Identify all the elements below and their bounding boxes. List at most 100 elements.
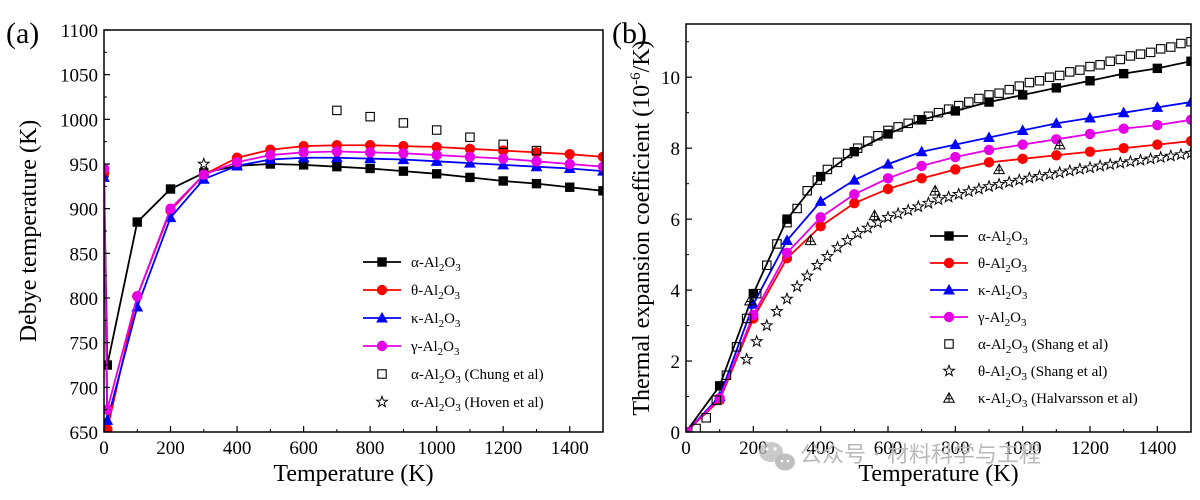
chart-b-series-3-point-14 xyxy=(1152,119,1163,131)
chart-b-series-5-point-28 xyxy=(1022,170,1037,184)
chart-b-xtick-label-6: 1200 xyxy=(1071,438,1109,459)
chart-b-legend-text-1-sub2: 3 xyxy=(1022,263,1028,275)
chart-b-series-5-point-6 xyxy=(800,268,815,282)
chart-b-legend-text-3-sub2: 3 xyxy=(1021,317,1027,329)
chart-b-legend-text-4-c: (Shang et al) xyxy=(1028,337,1108,353)
chart-a-legend-text-2-a: κ-Al xyxy=(411,311,439,327)
chart-a-xtick-label-0: 0 xyxy=(99,438,109,459)
chart-b-series-3-point-1 xyxy=(714,393,725,404)
chart-a-series-3-point-4 xyxy=(198,169,210,180)
chart-b-series-5-point-3 xyxy=(770,304,784,318)
chart-b-series-2-point-5 xyxy=(848,174,861,185)
chart-a-legend-marker-5 xyxy=(375,394,389,408)
chart-b-series-1-point-9 xyxy=(983,157,995,168)
chart-a-plot-area xyxy=(104,105,603,432)
chart-b-series-5-point-7 xyxy=(810,258,825,272)
chart-b-legend-text-4-b: O xyxy=(1011,337,1022,353)
wechat-icon-bubble-small xyxy=(775,453,795,471)
chart-b-series-0-point-15 xyxy=(1186,56,1191,66)
chart-b-series-4-point-44 xyxy=(1135,49,1146,59)
chart-panel-b: 0 200 400 600 800 1000 1200 14000246810Temperat… xyxy=(612,17,1192,487)
chart-a-series-3-point-5 xyxy=(231,157,243,168)
chart-b-legend-text-6-b: O xyxy=(1011,391,1022,407)
chart-a-series-0-point-15 xyxy=(565,182,575,192)
chart-a-ytick-label-3: 800 xyxy=(70,289,99,310)
chart-b-ylabel-sup: -6 xyxy=(628,72,644,85)
wechat-icon-eye-2 xyxy=(773,447,777,451)
chart-a-series-4-point-3 xyxy=(431,125,442,135)
chart-b-legend-text-1-b: O xyxy=(1011,256,1022,272)
chart-b-series-5-point-41 xyxy=(1153,150,1168,164)
chart-b-legend-text-2-b: O xyxy=(1011,283,1022,299)
chart-b-legend-text-6-sub2: 3 xyxy=(1022,398,1028,410)
watermark-text: 公众号 · 材料科学与工程 xyxy=(800,443,1041,468)
chart-a-legend-text-4-a: α-Al xyxy=(411,367,439,383)
wechat-icon-eye-3 xyxy=(780,459,784,463)
chart-b-series-5-point-31 xyxy=(1052,165,1067,179)
chart-b-series-2-point-9 xyxy=(983,131,995,143)
chart-b-series-4-point-28 xyxy=(974,93,984,104)
chart-a-series-3-point-6 xyxy=(265,149,276,161)
chart-b-series-5-point-9 xyxy=(830,240,845,254)
chart-b-series-5-point-19 xyxy=(931,192,946,206)
chart-b-series-1-point-6 xyxy=(882,183,894,195)
chart-b-series-5-point-16 xyxy=(901,203,916,217)
chart-b-series-2-point-4 xyxy=(814,195,827,206)
chart-b-series-3-point-15 xyxy=(1185,114,1191,125)
chart-b-series-5-point-21 xyxy=(951,187,966,201)
chart-b-legend-text-6-sub1: 2 xyxy=(1006,398,1012,410)
chart-b-legend-marker-3 xyxy=(943,311,955,323)
chart-a-series-0-point-8 xyxy=(332,161,342,172)
chart-b-series-4-point-27 xyxy=(964,97,974,107)
chart-b-series-5-point-43 xyxy=(1174,147,1188,161)
chart-b-legend-text-5-c: (Shang et al) xyxy=(1027,364,1107,380)
chart-a-series-1-point-15 xyxy=(564,148,575,160)
chart-b-series-1-point-10 xyxy=(1017,153,1028,165)
chart-b-series-5-point-20 xyxy=(941,189,956,203)
chart-b-legend-text-4-sub2: 3 xyxy=(1022,344,1028,356)
chart-a-legend-text-4-sub1: 2 xyxy=(439,374,445,386)
chart-a-series-3-point-14 xyxy=(531,156,542,167)
chart-b-xtick-label-0: 0 xyxy=(681,438,691,459)
chart-b-series-6-point-2 xyxy=(868,209,881,221)
chart-b-series-4-point-4 xyxy=(731,342,742,352)
chart-a-panel-label: (a) xyxy=(6,17,39,50)
chart-b-series-5-point-5 xyxy=(790,279,804,293)
chart-a-legend-text-4-sub2: 3 xyxy=(455,374,461,386)
chart-b-series-0-point-9 xyxy=(984,97,994,107)
chart-a-ytick-label-5: 900 xyxy=(70,200,99,221)
chart-b-series-4-point-5 xyxy=(741,313,752,324)
chart-b-legend-marker-4 xyxy=(944,339,954,349)
chart-b-legend-text-1-a: θ-Al xyxy=(978,256,1005,272)
chart-b-series-5-point-29 xyxy=(1032,169,1047,182)
chart-b-legend-text-5-a: θ-Al xyxy=(978,364,1005,380)
chart-a-legend-text-0: α-Al2O3 xyxy=(411,255,461,274)
chart-b-legend-text-5-b: O xyxy=(1011,364,1022,380)
chart-b-series-1-line xyxy=(686,140,1191,432)
chart-b-series-2-point-7 xyxy=(915,145,928,157)
chart-a-legend-text-1-sub1: 2 xyxy=(438,290,444,302)
chart-b-series-0-point-4 xyxy=(815,171,826,182)
chart-b-series-4-point-46 xyxy=(1155,44,1166,54)
chart-b-series-3-point-7 xyxy=(916,160,927,172)
chart-a-series-2-point-10 xyxy=(397,153,410,165)
chart-b-series-3-point-3 xyxy=(781,247,793,259)
chart-b-legend-text-3: γ-Al2O3 xyxy=(977,310,1027,329)
chart-b-series-5-point-39 xyxy=(1133,153,1148,167)
chart-b-panel-label: (b) xyxy=(612,17,647,50)
chart-b-series-1-point-8 xyxy=(950,164,961,175)
chart-b-series-4-point-3 xyxy=(721,370,732,380)
chart-b-series-5-point-12 xyxy=(860,220,875,234)
chart-b-series-5-point-22 xyxy=(961,184,976,198)
chart-b-series-4-point-39 xyxy=(1085,61,1095,72)
chart-a-ytick-label-2: 750 xyxy=(70,334,99,355)
chart-b-legend-text-0-sub1: 2 xyxy=(1006,236,1012,248)
chart-a-series-3-point-8 xyxy=(331,146,343,157)
chart-b-series-5-point-17 xyxy=(911,199,926,213)
chart-a-xtick-label-7: 1400 xyxy=(551,438,589,459)
chart-b-series-5 xyxy=(739,145,1191,366)
chart-a-legend-text-3-sub1: 2 xyxy=(438,346,444,358)
chart-b-series-4-point-21 xyxy=(903,118,913,129)
chart-a-series-0-point-14 xyxy=(531,178,542,189)
